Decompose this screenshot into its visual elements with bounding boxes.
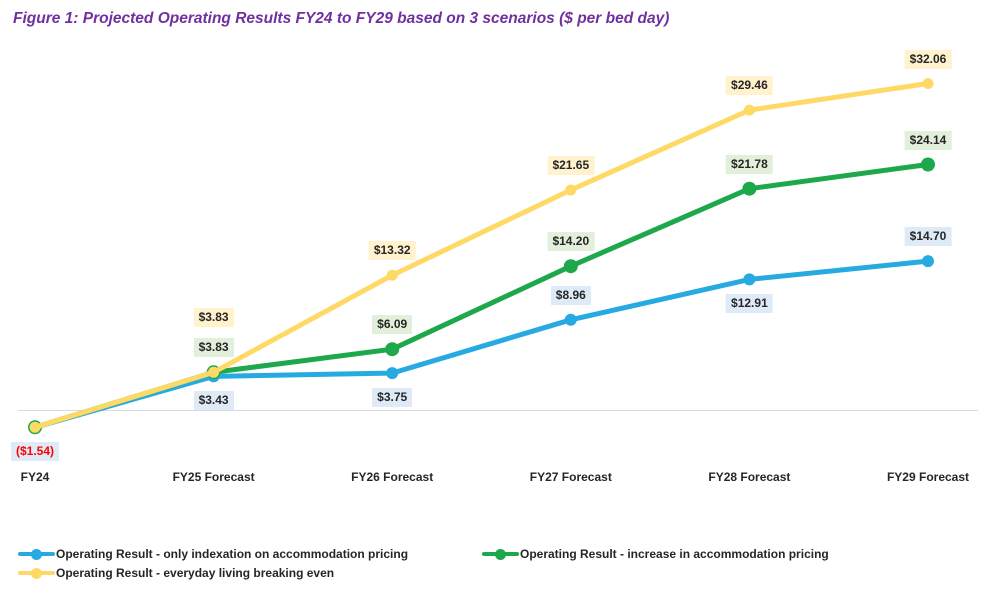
data-point-series0-0	[29, 421, 41, 434]
data-point-series0-3	[564, 313, 577, 326]
data-label-series2-4: $29.46	[726, 76, 773, 95]
data-point-series1-3	[563, 259, 578, 274]
data-point-series1-0	[28, 420, 42, 435]
legend-item-increase: Operating Result - increase in accommoda…	[482, 545, 829, 563]
data-point-series2-5	[922, 78, 934, 89]
data-point-series0-4	[743, 273, 756, 286]
data-point-series2-0	[29, 421, 41, 433]
legend-item-indexation: Operating Result - only indexation on ac…	[18, 545, 408, 563]
data-label-series0-1: $3.43	[193, 391, 234, 410]
chart-title: Figure 1: Projected Operating Results FY…	[13, 10, 670, 27]
data-point-series2-3	[565, 184, 577, 196]
series-line-0	[32, 258, 931, 430]
data-point-series2-1	[208, 366, 220, 378]
series-line-2	[32, 81, 931, 430]
x-axis: FY24 FY25 Forecast FY26 Forecast FY27 Forec…	[0, 470, 997, 488]
x-axis-label-1: FY25 Forecast	[172, 470, 255, 484]
legend-label: Operating Result - everyday living break…	[56, 566, 335, 580]
data-label-series1-5: $24.14	[904, 131, 952, 150]
data-point-series2-2	[386, 269, 398, 281]
legend-marker-yellow-icon	[18, 564, 55, 582]
x-axis-label-5: FY29 Forecast	[886, 470, 970, 484]
zero-gridline	[18, 410, 978, 411]
series-line-1	[32, 162, 931, 430]
data-point-series1-2	[385, 342, 400, 357]
data-label-series2-1: $3.83	[193, 308, 234, 327]
data-label-series0-2: $3.75	[372, 388, 413, 407]
x-axis-label-2: FY26 Forecast	[351, 470, 434, 484]
x-axis-label-3: FY27 Forecast	[529, 470, 612, 484]
x-axis-label-0: FY24	[20, 470, 50, 484]
legend-marker-blue-icon	[18, 545, 55, 563]
data-label-series0-4: $12.91	[726, 294, 773, 313]
data-label-series1-3: $14.20	[547, 232, 595, 251]
plot-area	[28, 78, 935, 435]
data-point-series0-5	[922, 255, 934, 268]
data-label-series1-4: $21.78	[726, 155, 773, 174]
data-label-series2-3: $21.65	[547, 156, 595, 175]
data-label-series0-5: $14.70	[904, 227, 952, 246]
data-label-series1-2: $6.09	[372, 315, 413, 334]
data-point-series1-4	[742, 181, 757, 196]
data-label-series2-5: $32.06	[904, 50, 952, 69]
x-axis-label-4: FY28 Forecast	[708, 470, 791, 484]
legend-marker-green-icon	[482, 545, 519, 563]
data-point-series1-5	[921, 157, 935, 172]
data-label-series0-0: ($1.54)	[10, 442, 60, 461]
data-point-series1-1	[206, 365, 221, 380]
data-label-series1-1: $3.83	[193, 338, 234, 357]
data-label-series2-2: $13.32	[368, 241, 416, 260]
legend-item-breakeven: Operating Result - everyday living break…	[18, 564, 334, 582]
legend-label: Operating Result - only indexation on ac…	[56, 547, 409, 561]
data-label-series0-3: $8.96	[550, 286, 591, 305]
data-point-series0-1	[207, 370, 220, 383]
data-point-series2-4	[743, 104, 755, 116]
data-point-series0-2	[386, 367, 399, 380]
legend-label: Operating Result - increase in accommoda…	[520, 547, 829, 561]
